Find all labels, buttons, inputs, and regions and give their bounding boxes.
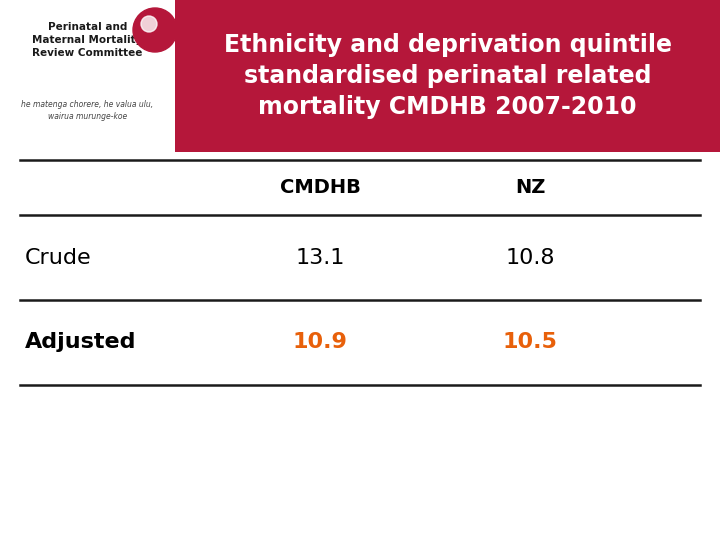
Text: Perinatal and
Maternal Mortality
Review Committee: Perinatal and Maternal Mortality Review …	[32, 22, 143, 58]
Text: Adjusted: Adjusted	[25, 333, 137, 353]
Circle shape	[133, 8, 177, 52]
Bar	[0, 0, 720, 152]
Text: 13.1: 13.1	[295, 247, 345, 267]
Text: Crude: Crude	[25, 247, 91, 267]
Text: 10.8: 10.8	[505, 247, 554, 267]
Text: CMDHB: CMDHB	[279, 178, 361, 197]
Text: 10.9: 10.9	[292, 333, 348, 353]
Text: Ethnicity and deprivation quintile
standardised perinatal related
mortality CMDH: Ethnicity and deprivation quintile stand…	[223, 33, 672, 119]
Text: he matenga chorere, he valua ulu,
wairua murunge-koe: he matenga chorere, he valua ulu, wairua…	[22, 100, 153, 121]
Text: NZ: NZ	[515, 178, 545, 197]
Text: 10.5: 10.5	[503, 333, 557, 353]
Circle shape	[141, 16, 157, 32]
Bar	[0, 0, 175, 152]
